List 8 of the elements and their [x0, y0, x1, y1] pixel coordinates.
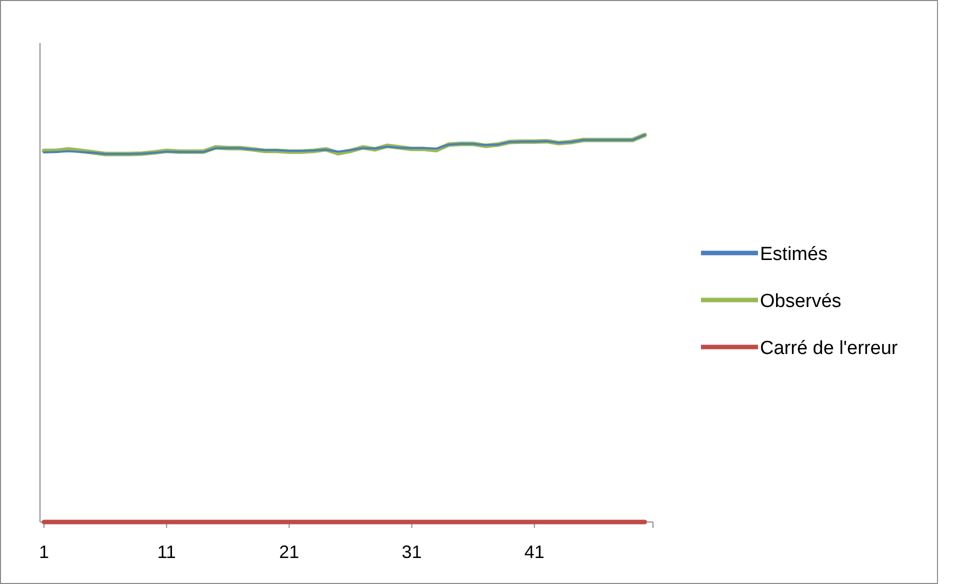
x-tick-label: 41: [524, 542, 544, 562]
legend-label: Estimés: [760, 244, 828, 265]
x-tick-label: 11: [157, 542, 176, 562]
legend-label: Observés: [760, 291, 842, 312]
x-tick-label: 21: [279, 542, 300, 562]
x-tick-label: 1: [38, 542, 50, 562]
legend-label: Carré de l'erreur: [760, 338, 898, 359]
x-tick-label: 31: [402, 542, 422, 562]
